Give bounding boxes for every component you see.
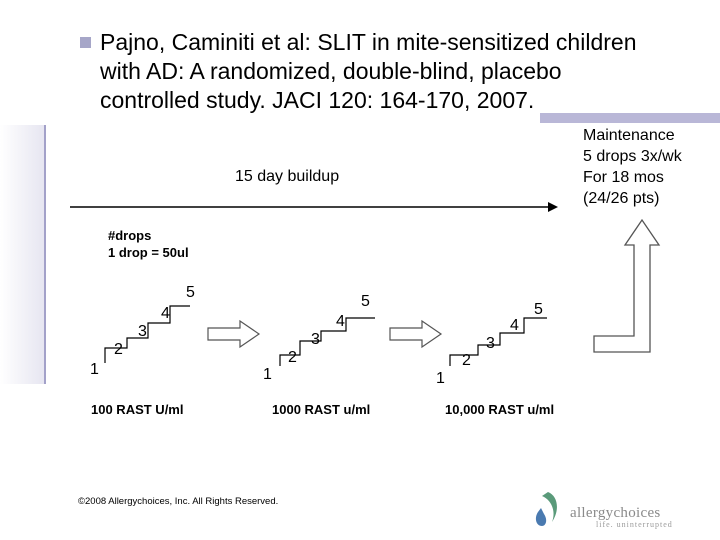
stair3-step-2: 2 bbox=[462, 352, 471, 369]
stair2-step-5: 5 bbox=[361, 293, 370, 310]
logo-wordmark: allergychoices bbox=[570, 505, 661, 521]
staircase-2 bbox=[279, 317, 375, 366]
logo-tagline: life. uninterrupted bbox=[596, 520, 673, 529]
maintenance-line-1: Maintenance bbox=[583, 127, 675, 144]
staircase-1 bbox=[104, 305, 190, 363]
stair1-step-1: 1 bbox=[90, 361, 99, 378]
title-line-2: with AD: A randomized, double-blind, pla… bbox=[100, 58, 562, 84]
stair1-step-2: 2 bbox=[114, 341, 123, 358]
stair1-step-5: 5 bbox=[186, 284, 195, 301]
buildup-label: 15 day buildup bbox=[235, 168, 340, 185]
stair3-step-5: 5 bbox=[534, 301, 543, 318]
maintenance-line-4: (24/26 pts) bbox=[583, 190, 660, 207]
accent-bar-left bbox=[0, 125, 46, 384]
stair2-step-2: 2 bbox=[288, 349, 297, 366]
staircase-3 bbox=[449, 317, 547, 366]
maintenance-line-3: For 18 mos bbox=[583, 169, 664, 186]
elbow-arrow-to-maintenance bbox=[593, 218, 661, 353]
drops-line-1: #drops bbox=[108, 228, 152, 243]
slide-title: Pajno, Caminiti et al: SLIT in mite-sens… bbox=[100, 28, 710, 115]
drops-legend: #drops 1 drop = 50ul bbox=[108, 227, 189, 261]
block-arrow-2 bbox=[389, 319, 443, 349]
maintenance-line-2: 5 drops 3x/wk bbox=[583, 148, 682, 165]
stair3-step-1: 1 bbox=[436, 370, 445, 387]
allergychoices-logo-icon bbox=[535, 492, 557, 526]
stair1-step-3: 3 bbox=[138, 323, 147, 340]
stair3-step-4: 4 bbox=[510, 317, 519, 334]
stair3-step-3: 3 bbox=[486, 335, 495, 352]
title-line-1: Pajno, Caminiti et al: SLIT in mite-sens… bbox=[100, 29, 637, 55]
stair3-label: 10,000 RAST u/ml bbox=[445, 402, 555, 417]
stair2-step-3: 3 bbox=[311, 331, 320, 348]
title-line-3: controlled study. JACI 120: 164-170, 200… bbox=[100, 87, 535, 113]
stair2-label: 1000 RAST u/ml bbox=[272, 402, 371, 417]
stair1-label: 100 RAST U/ml bbox=[91, 402, 184, 417]
maintenance-label: Maintenance 5 drops 3x/wk For 18 mos (24… bbox=[583, 125, 682, 209]
drops-line-2: 1 drop = 50ul bbox=[108, 245, 189, 260]
title-bullet-icon bbox=[80, 37, 91, 48]
block-arrow-1 bbox=[207, 319, 261, 349]
stair2-step-4: 4 bbox=[336, 313, 345, 330]
stair2-step-1: 1 bbox=[263, 366, 272, 383]
accent-bar-top bbox=[540, 113, 720, 123]
stair1-step-4: 4 bbox=[161, 305, 170, 322]
copyright-notice: ©2008 Allergychoices, Inc. All Rights Re… bbox=[78, 496, 279, 507]
